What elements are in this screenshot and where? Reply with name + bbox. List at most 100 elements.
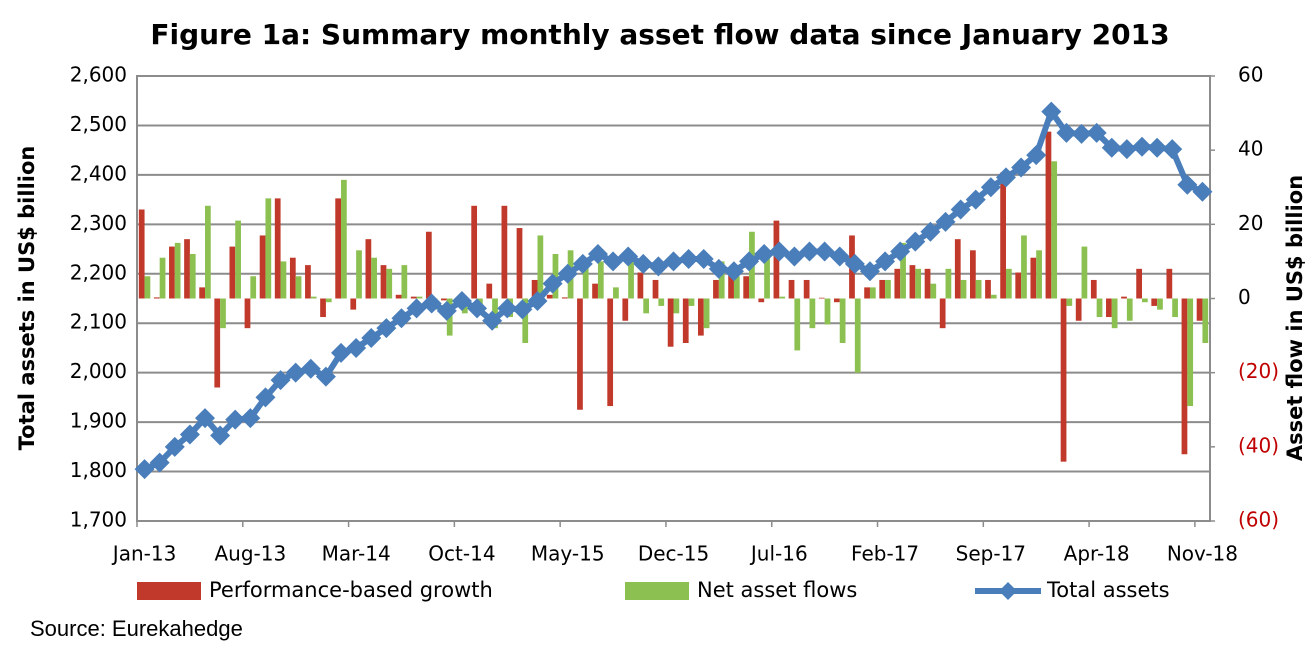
y-tick-label: 2,000 — [70, 359, 127, 383]
y2-tick-label: 40 — [1238, 137, 1263, 161]
bar — [220, 298, 226, 329]
bar — [643, 298, 650, 314]
bar — [516, 228, 523, 299]
bar — [990, 294, 997, 299]
x-tick-label: May-15 — [531, 542, 605, 566]
line-marker — [618, 246, 639, 267]
line-marker — [1041, 101, 1062, 122]
bar — [597, 261, 604, 299]
line-marker — [482, 310, 503, 331]
line-marker — [648, 256, 669, 277]
bar — [552, 254, 559, 299]
bar — [425, 231, 432, 299]
line-marker — [693, 248, 714, 269]
bar — [788, 279, 795, 299]
bar — [667, 298, 674, 347]
bar — [628, 254, 634, 299]
bar — [1166, 268, 1173, 299]
bar — [1030, 257, 1037, 299]
y-tick-label: 2,600 — [70, 63, 127, 87]
bar — [1111, 298, 1118, 329]
y-tick-label: 2,100 — [70, 310, 127, 334]
x-tick-label: Apr-18 — [1064, 542, 1130, 566]
bar — [985, 279, 991, 299]
line-marker — [1101, 137, 1122, 158]
line-marker — [587, 244, 608, 264]
legend-swatch — [999, 582, 1017, 600]
bar — [138, 209, 145, 299]
line-marker — [331, 342, 352, 363]
bar — [561, 297, 568, 299]
bar — [189, 254, 196, 299]
bar — [305, 265, 311, 299]
line-marker — [346, 337, 367, 358]
bar — [758, 298, 765, 303]
bar — [365, 239, 372, 299]
line-marker — [875, 251, 896, 272]
x-tick-label: Nov-18 — [1167, 542, 1238, 566]
y2-axis-title: Asset flow in US$ billion — [1283, 175, 1307, 461]
line-marker — [844, 253, 865, 274]
legend-swatch — [625, 582, 689, 600]
bar — [818, 297, 825, 299]
line-marker — [270, 370, 291, 391]
bar — [909, 265, 916, 299]
bar — [546, 294, 553, 299]
line-marker — [678, 248, 699, 269]
line-marker — [179, 424, 200, 445]
line-marker — [920, 221, 941, 242]
chart-title: Figure 1a: Summary monthly asset flow da… — [150, 18, 1169, 51]
y2-tick-label: 20 — [1238, 211, 1263, 235]
line-marker — [708, 258, 729, 279]
line-marker — [1116, 139, 1137, 160]
y-tick-label: 2,300 — [70, 211, 127, 235]
bar — [229, 246, 236, 299]
bar — [335, 198, 342, 299]
bar — [794, 298, 801, 351]
bar — [1202, 298, 1209, 343]
line-marker — [361, 328, 382, 349]
bar — [879, 279, 886, 299]
bar — [1036, 250, 1042, 299]
bar — [894, 268, 901, 299]
bar — [289, 257, 296, 299]
bar — [310, 296, 317, 299]
bar — [199, 287, 206, 299]
line-marker — [376, 318, 397, 339]
line-marker — [935, 211, 956, 232]
line-marker — [965, 189, 986, 210]
line-marker — [859, 261, 880, 282]
bar — [153, 297, 160, 299]
x-tick-label: Oct-14 — [428, 542, 495, 566]
line-marker — [406, 298, 427, 319]
bar — [441, 298, 447, 301]
line-marker — [1162, 139, 1183, 160]
bar — [259, 235, 266, 299]
bar — [214, 298, 221, 388]
bar — [1126, 298, 1133, 321]
bar — [773, 220, 780, 299]
bar — [688, 298, 695, 306]
bar — [607, 298, 614, 407]
bar — [1106, 298, 1112, 318]
line-marker — [497, 298, 518, 319]
bar — [522, 298, 529, 343]
bar — [1060, 298, 1067, 462]
bar — [169, 246, 175, 299]
legend-label: Total assets — [1046, 578, 1170, 602]
y-tick-label: 2,200 — [70, 260, 127, 284]
bar — [356, 250, 362, 299]
line-marker — [603, 251, 624, 272]
bar — [728, 268, 734, 299]
bar — [839, 298, 846, 343]
bar — [350, 298, 357, 310]
bar — [1000, 172, 1006, 299]
line-marker — [1026, 145, 1047, 166]
bar — [1157, 298, 1163, 310]
y2-tick-label: 60 — [1238, 63, 1263, 87]
bar — [713, 279, 719, 299]
bar — [743, 276, 750, 299]
bar — [537, 235, 544, 299]
bar — [833, 298, 840, 303]
line-marker — [300, 358, 321, 379]
